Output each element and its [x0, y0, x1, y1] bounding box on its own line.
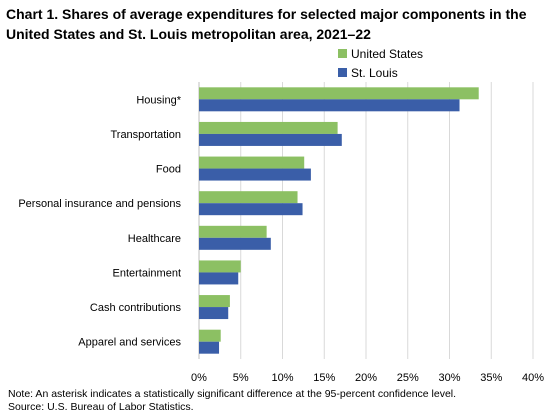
bar-st-louis — [199, 237, 271, 250]
legend-label-united-states: United States — [351, 46, 424, 61]
bar-united-states — [199, 121, 338, 134]
category-label: Entertainment — [113, 267, 181, 279]
bar-united-states — [199, 156, 305, 169]
category-label: Apparel and services — [78, 337, 181, 349]
bar-united-states — [199, 260, 241, 273]
bar-united-states — [199, 191, 298, 204]
x-tick-label: 25% — [397, 372, 419, 384]
legend-item-united-states: United States — [338, 44, 423, 63]
category-label: Food — [156, 164, 181, 176]
category-label: Transportation — [110, 129, 181, 141]
category-label: Personal insurance and pensions — [18, 198, 181, 210]
x-tick-label: 15% — [313, 372, 335, 384]
bar-st-louis — [199, 203, 303, 216]
chart-notes: Note: An asterisk indicates a statistica… — [8, 388, 456, 414]
chart-legend: United States St. Louis — [338, 44, 423, 82]
source-text: Source: U.S. Bureau of Labor Statistics. — [8, 401, 194, 413]
bar-st-louis — [199, 99, 460, 112]
bar-united-states — [199, 87, 479, 100]
bar-st-louis — [199, 168, 311, 181]
bar-st-louis — [199, 307, 229, 320]
chart-title: Chart 1. Shares of average expenditures … — [6, 6, 527, 42]
x-tick-label: 35% — [480, 372, 502, 384]
x-tick-label: 10% — [271, 372, 293, 384]
bar-united-states — [199, 225, 267, 238]
legend-swatch-st-louis — [338, 68, 347, 77]
note-text: Note: An asterisk indicates a statistica… — [8, 388, 457, 400]
bar-united-states — [199, 295, 230, 308]
category-label: Housing* — [136, 94, 181, 106]
category-label: Cash contributions — [90, 302, 182, 314]
x-tick-label: 20% — [355, 372, 377, 384]
bar-st-louis — [199, 133, 342, 146]
bar-st-louis — [199, 341, 220, 354]
category-label: Healthcare — [128, 233, 181, 245]
x-tick-label: 5% — [233, 372, 249, 384]
x-tick-label: 0% — [191, 372, 207, 384]
legend-item-st-louis: St. Louis — [338, 63, 423, 82]
legend-label-st-louis: St. Louis — [351, 65, 398, 80]
x-tick-label: 40% — [522, 372, 544, 384]
bar-st-louis — [199, 272, 239, 285]
bar-united-states — [199, 329, 221, 342]
x-tick-label: 30% — [438, 372, 460, 384]
legend-swatch-united-states — [338, 49, 347, 58]
